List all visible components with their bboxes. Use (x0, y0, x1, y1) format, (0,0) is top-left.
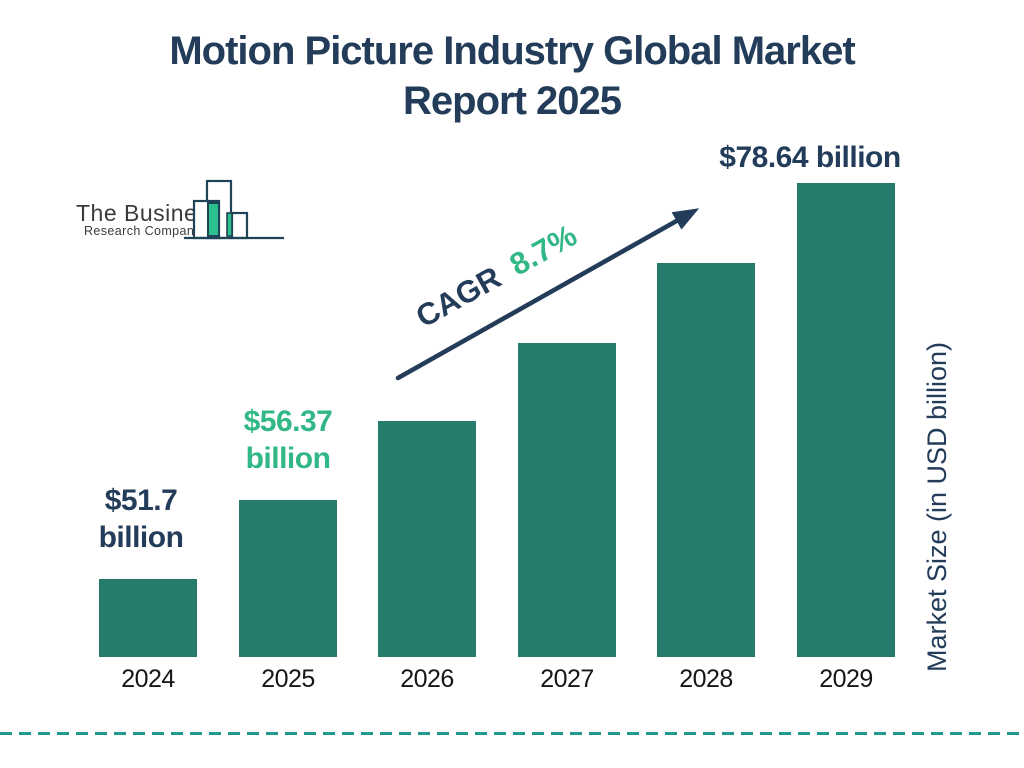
bar-chart-logo-icon (184, 179, 284, 240)
y-axis-label: Market Size (in USD billion) (922, 341, 952, 673)
bar-2025 (239, 500, 337, 657)
value-label-2029-amount: $78.64 billion (719, 141, 901, 174)
bar-2024 (99, 579, 197, 657)
bar-2026 (378, 421, 476, 657)
company-logo: The Business Research Company (70, 176, 295, 248)
year-label-2026: 2026 (400, 665, 454, 693)
value-label-2024: $51.7 billion (61, 482, 221, 556)
value-label-2025-unit: billion (245, 442, 331, 475)
year-label-2024: 2024 (121, 665, 175, 693)
value-label-2029: $78.64 billion (710, 139, 910, 176)
value-label-2025-amount: $56.37 (243, 405, 333, 438)
year-label-2027: 2027 (540, 665, 594, 693)
value-label-2024-amount: $51.7 (104, 484, 178, 517)
cagr-trend-arrow (395, 208, 700, 381)
logo-company-subname: Research Company (84, 224, 201, 238)
bar-2028 (657, 263, 755, 657)
bottom-dashed-divider (0, 732, 1024, 735)
page-title: Motion Picture Industry Global Market Re… (0, 26, 1024, 126)
title-line-1: Motion Picture Industry Global Market (169, 29, 855, 73)
bar-2029 (797, 183, 895, 657)
bar-2027 (518, 343, 616, 657)
title-line-2: Report 2025 (403, 79, 622, 123)
year-label-2028: 2028 (679, 665, 733, 693)
value-label-2025: $56.37 billion (208, 403, 368, 477)
value-label-2024-unit: billion (98, 521, 184, 554)
year-label-2029: 2029 (819, 665, 873, 693)
year-label-2025: 2025 (261, 665, 315, 693)
